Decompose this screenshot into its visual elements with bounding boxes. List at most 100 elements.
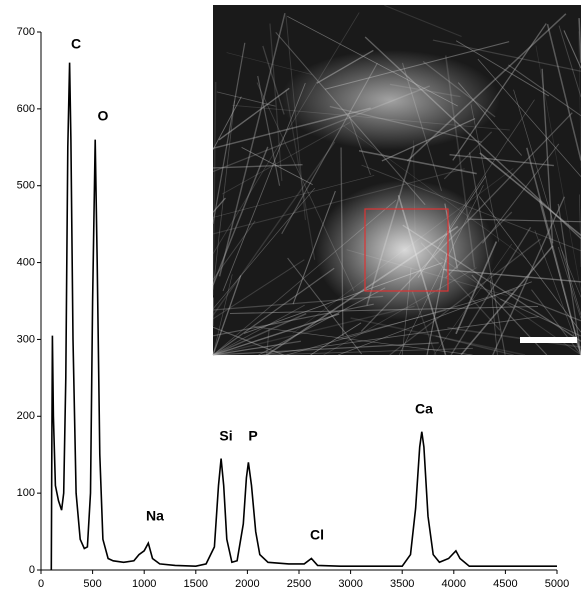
fiber	[526, 147, 581, 356]
bright-region	[315, 180, 495, 320]
x-tick-label: 2500	[287, 578, 311, 590]
fiber	[384, 4, 462, 38]
fiber	[500, 298, 581, 337]
fiber	[350, 317, 526, 356]
x-tick-label: 4500	[493, 578, 517, 590]
peak-label: P	[248, 428, 257, 444]
fiber	[449, 153, 554, 167]
fiber	[287, 257, 363, 355]
fiber	[212, 12, 360, 254]
peak-label: Si	[219, 428, 232, 444]
fiber	[507, 291, 581, 322]
x-tick-label: 3500	[390, 578, 414, 590]
fiber	[432, 39, 581, 72]
fiber	[212, 175, 375, 218]
fiber	[508, 64, 581, 117]
fiber	[467, 218, 581, 223]
fiber	[561, 249, 581, 298]
fiber	[212, 96, 242, 150]
x-tick-label: 0	[38, 578, 44, 590]
fiber	[490, 279, 498, 356]
y-tick-label: 500	[17, 180, 35, 192]
y-tick-label: 200	[17, 410, 35, 422]
x-tick-label: 4000	[442, 578, 466, 590]
fiber	[443, 131, 493, 180]
fiber	[212, 259, 305, 320]
fiber	[435, 335, 514, 356]
peak-label: Ca	[415, 401, 433, 417]
fiber	[292, 190, 336, 305]
fiber	[538, 200, 581, 356]
fiber	[447, 326, 581, 348]
fiber	[212, 313, 340, 356]
y-tick-label: 700	[17, 26, 35, 38]
fiber	[286, 289, 515, 356]
fiber	[257, 75, 281, 186]
fiber	[212, 267, 335, 356]
fiber	[212, 312, 307, 356]
fiber	[482, 143, 560, 244]
fiber	[455, 40, 550, 97]
fiber	[477, 58, 581, 177]
fiber	[212, 168, 465, 235]
fiber	[269, 23, 283, 181]
fiber	[450, 226, 532, 356]
fiber	[452, 23, 547, 161]
fiber	[218, 87, 290, 141]
peak-label: Na	[146, 508, 164, 524]
fiber	[212, 42, 246, 225]
y-tick-label: 400	[17, 256, 35, 268]
scale-bar	[520, 337, 577, 343]
x-tick-label: 5000	[545, 578, 569, 590]
fiber	[212, 197, 226, 213]
inset-image	[212, 4, 581, 356]
fiber	[212, 304, 305, 356]
x-tick-label: 3000	[338, 578, 362, 590]
fiber	[310, 322, 362, 356]
fiber	[534, 230, 581, 356]
fiber	[253, 326, 473, 356]
y-tick-label: 600	[17, 103, 35, 115]
fiber	[212, 164, 303, 169]
fiber	[218, 12, 286, 277]
spectrum-line	[50, 62, 557, 571]
fiber	[212, 100, 235, 290]
peak-label: C	[71, 36, 81, 52]
fiber	[212, 303, 374, 337]
fiber	[433, 243, 513, 356]
x-tick-label: 500	[83, 578, 101, 590]
fiber	[337, 281, 532, 356]
fiber	[212, 274, 233, 356]
fiber	[226, 52, 313, 75]
y-tick-label: 0	[29, 564, 35, 576]
fiber	[212, 340, 301, 356]
fiber	[212, 220, 256, 280]
x-tick-label: 1500	[184, 578, 208, 590]
fiber	[263, 347, 473, 356]
x-tick-label: 2000	[235, 578, 259, 590]
peak-label: O	[98, 108, 109, 124]
fiber	[546, 24, 581, 161]
fiber	[212, 343, 282, 356]
fiber	[535, 45, 581, 293]
fiber	[541, 68, 554, 244]
bright-region	[280, 50, 500, 150]
fiber	[212, 275, 242, 356]
fiber	[557, 203, 581, 356]
selection-box	[364, 208, 449, 292]
fiber	[212, 342, 439, 356]
y-tick-label: 100	[17, 487, 35, 499]
peak-label: Cl	[310, 527, 324, 543]
fiber	[513, 89, 581, 316]
fiber	[212, 187, 315, 310]
y-tick-label: 300	[17, 333, 35, 345]
fiber	[478, 196, 581, 333]
fiber	[212, 146, 269, 286]
fiber	[212, 141, 336, 316]
fiber	[460, 245, 554, 356]
fiber	[479, 152, 581, 236]
fiber	[261, 316, 539, 356]
fiber	[531, 289, 581, 356]
fiber	[563, 30, 581, 69]
